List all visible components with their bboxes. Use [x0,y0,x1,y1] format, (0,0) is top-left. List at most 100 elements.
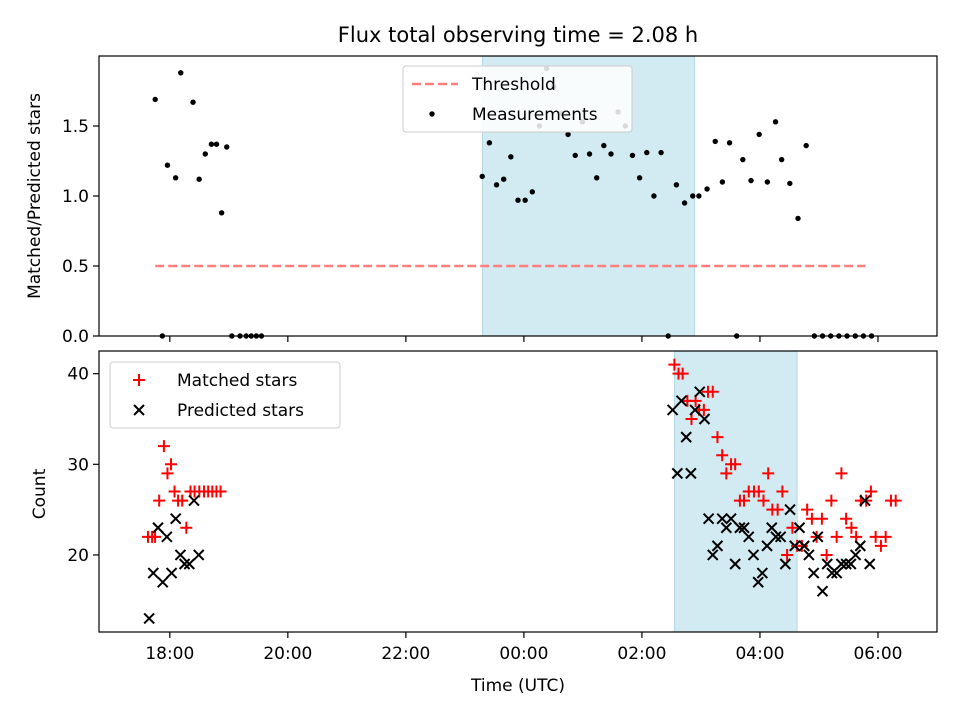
measurement-point [172,175,179,181]
measurement-point [500,176,507,182]
predicted-star-point [716,512,728,525]
matched-star-point [668,358,681,371]
measurement-point [704,186,710,192]
predicted-star-point [743,531,755,543]
predicted-star-point [170,512,182,525]
predicted-star-point [698,413,711,425]
predicted-star-point [720,522,733,534]
predicted-star-point [734,522,746,534]
predicted-star-point [725,512,737,525]
measurement-point [178,70,184,76]
measurement-point [190,99,196,105]
bottom-y-tick-label: 20 [67,546,89,566]
predicted-star-point [738,522,750,534]
predicted-star-point [694,386,706,398]
measurement-point [740,156,746,163]
predicted-legend-label: Predicted stars [177,401,304,421]
predicted-star-point [830,567,843,579]
measurement-point [712,138,718,145]
measurement-point [690,193,696,199]
bottom-x-tick-label: 02:00 [617,644,666,664]
measurement-point [787,180,793,187]
matched-star-point [830,530,843,543]
predicted-stars-series [143,386,876,625]
measurement-point [658,149,664,156]
predicted-star-point [821,558,833,570]
measurement-point [202,151,208,157]
bottom-legend-box [109,361,341,429]
measurement-point [748,177,754,184]
matched-star-point [697,403,710,416]
matched-star-point [685,412,698,425]
measurement-point [719,179,726,185]
measurement-point [493,182,500,188]
bottom-x-axis: 18:00 20:00 22:00 00:00 02:00 04:00 06:00 [145,632,902,664]
matched-star-point [845,521,858,534]
predicted-star-point [840,558,852,570]
predicted-star-point [147,567,160,579]
bottom-x-tick-label: 00:00 [499,644,548,664]
bottom-x-tick-label: 18:00 [145,644,194,664]
matched-star-point [757,494,770,507]
matched-star-point [176,494,189,507]
measurement-point [608,151,614,157]
predicted-star-point [152,522,164,534]
matched-legend-swatch [133,374,145,386]
top-y-tick-label: 0.0 [62,327,89,347]
matched-star-point [869,530,882,543]
predicted-star-point [812,531,824,543]
predicted-star-point [675,395,688,407]
bottom-x-tick-label: 06:00 [853,644,902,664]
predicted-star-point [803,549,815,561]
matched-star-point [164,458,177,471]
measurement-point [196,176,202,182]
matched-stars-series [141,358,902,561]
matched-star-point [835,467,848,480]
matched-star-point [820,548,833,561]
predicted-star-point [707,549,719,561]
measurement-point [218,210,225,216]
matched-star-point [879,530,892,543]
predicted-star-point [711,540,724,552]
matched-star-point [738,494,751,507]
predicted-star-point [816,585,829,597]
measurement-point [772,119,779,125]
measurement-point [636,175,643,181]
predicted-star-point [183,558,195,570]
measurements-legend-label: Measurements [472,105,598,125]
predicted-star-point [161,531,173,543]
predicted-star-point [766,522,778,534]
predicted-star-point [854,540,866,552]
measurement-point [565,131,571,138]
chart-title: Flux total observing time = 2.08 h [338,23,698,47]
predicted-star-point [188,494,200,507]
top-y-tick-label: 1.0 [62,187,89,207]
predicted-star-point [784,503,796,516]
matched-star-point [729,458,742,471]
bottom-y-tick-label: 40 [67,365,89,385]
top-x-ticks [169,336,879,342]
measurements-legend-swatch [429,111,435,117]
matched-legend-label: Matched stars [177,371,297,391]
matched-star-point [781,548,794,561]
top-panel: 0.0 0.5 1.0 1.5 Matched/Predicted stars Thr… [25,55,938,347]
measurement-point [696,193,702,199]
threshold-legend-label: Threshold [471,75,556,95]
measurement-point [508,154,514,160]
top-y-tick-label: 1.5 [62,117,89,137]
predicted-star-point [752,576,764,588]
matched-star-point [752,485,765,498]
measurement-point [529,189,536,195]
top-y-tick-label: 0.5 [62,257,89,277]
predicted-star-point [774,531,787,543]
predicted-star-point [143,612,155,625]
predicted-star-point [747,549,760,561]
matched-star-point [815,512,828,525]
measurement-point [629,152,636,159]
bottom-y-axis-label: Count [30,468,50,519]
measurement-point [651,193,657,199]
predicted-star-point [798,540,810,552]
matched-star-point [157,440,170,453]
predicted-star-point [859,494,871,507]
